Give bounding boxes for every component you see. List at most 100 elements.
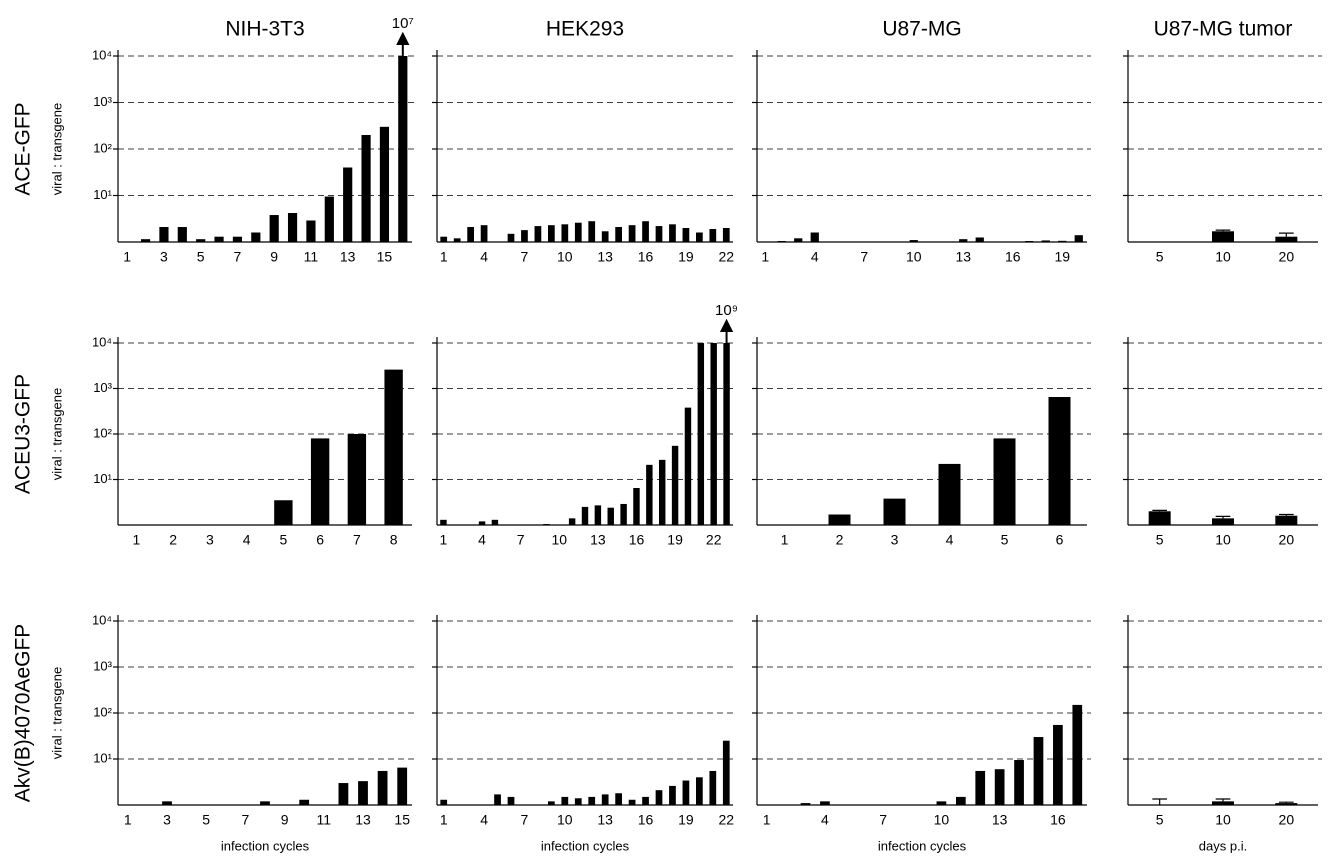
error-bar [1152, 509, 1167, 512]
bar [588, 221, 596, 242]
bar [723, 343, 730, 525]
x-tick-label: 22 [718, 249, 734, 265]
x-tick-label: 10 [557, 249, 573, 265]
bar [467, 227, 474, 242]
error-bar [1279, 513, 1294, 516]
bar [1072, 704, 1083, 805]
bar [347, 434, 367, 525]
x-tick-label: 20 [1279, 812, 1295, 828]
bar [507, 796, 515, 805]
bar [398, 56, 408, 242]
bar [1148, 511, 1171, 525]
x-tick-label: 10 [906, 249, 922, 265]
x-tick-label: 8 [390, 532, 398, 548]
x-tick-label: 2 [169, 532, 177, 548]
x-tick-label: 10 [557, 812, 573, 828]
bar [601, 794, 609, 805]
error-bar [1152, 798, 1167, 805]
x-tick-label: 11 [317, 812, 332, 828]
bar [287, 213, 298, 242]
x-tick-label: 1 [132, 532, 140, 548]
bar [299, 799, 310, 805]
bar [671, 445, 679, 525]
bar [697, 343, 705, 525]
y-axis-label: viral : transgene [49, 103, 64, 196]
bar [1041, 240, 1050, 242]
bar [306, 220, 316, 242]
bar [274, 500, 293, 525]
bar [955, 796, 966, 805]
x-tick-label: 1 [763, 812, 771, 828]
y-axis-label: viral : transgene [49, 388, 64, 481]
bar [521, 230, 528, 242]
bar [588, 796, 596, 805]
x-tick-label: 7 [521, 249, 529, 265]
bar [1074, 235, 1083, 242]
bar [936, 801, 947, 805]
bar [710, 343, 717, 525]
x-tick-label: 16 [1005, 249, 1021, 265]
y-tick-label: 10⁴ [92, 334, 112, 349]
bar [659, 459, 666, 525]
bar [1048, 397, 1071, 525]
bar [655, 226, 663, 242]
x-tick-label: 10 [1215, 532, 1231, 548]
x-tick-label: 9 [270, 249, 278, 265]
bar [478, 521, 486, 525]
x-tick-label: 13 [355, 812, 371, 828]
x-tick-label: 13 [597, 812, 613, 828]
bar [615, 793, 622, 805]
bar [1053, 724, 1063, 805]
bar [338, 783, 349, 805]
x-tick-label: 16 [1050, 812, 1066, 828]
x-tick-label: 7 [860, 249, 868, 265]
x-tick-label: 19 [678, 249, 694, 265]
bar [938, 463, 961, 525]
bar [548, 225, 555, 242]
x-axis-label: infection cycles [541, 838, 630, 853]
x-tick-label: 2 [836, 532, 844, 548]
bar [494, 794, 501, 805]
x-tick-label: 13 [340, 249, 356, 265]
x-tick-label: 4 [480, 812, 488, 828]
y-axis-label: viral : transgene [49, 667, 64, 760]
x-tick-label: 15 [394, 812, 410, 828]
error-bar [1279, 232, 1294, 237]
bar [722, 228, 730, 242]
x-tick-label: 5 [1156, 532, 1164, 548]
bar [1212, 231, 1234, 242]
x-tick-label: 7 [234, 249, 242, 265]
bar [601, 231, 609, 242]
error-bar [1279, 801, 1294, 804]
bar [820, 801, 830, 805]
bar [994, 769, 1005, 805]
x-tick-label: 5 [1156, 812, 1164, 828]
x-tick-label: 20 [1279, 249, 1295, 265]
bar [777, 241, 786, 242]
bar [384, 369, 403, 525]
row-title: ACEU3-GFP [12, 374, 35, 494]
x-axis-label: days p.i. [1199, 838, 1247, 853]
x-tick-label: 7 [521, 812, 529, 828]
bar [642, 796, 649, 805]
x-tick-label: 7 [517, 532, 525, 548]
row-title: ACE-GFP [12, 102, 35, 195]
bar [1033, 737, 1044, 805]
bar [975, 237, 984, 242]
bar [696, 777, 703, 805]
x-tick-label: 7 [242, 812, 250, 828]
bar [379, 126, 390, 242]
bar [975, 770, 986, 805]
x-tick-label: 16 [629, 532, 645, 548]
bar [669, 224, 676, 242]
arrow [396, 31, 410, 56]
x-tick-label: 13 [590, 532, 606, 548]
x-tick-label: 1 [440, 532, 448, 548]
bar [1275, 236, 1298, 242]
x-tick-label: 7 [353, 532, 361, 548]
bar [615, 227, 622, 242]
x-tick-label: 13 [955, 249, 971, 265]
bar [628, 225, 636, 242]
bar [548, 801, 555, 805]
bar [594, 505, 602, 525]
